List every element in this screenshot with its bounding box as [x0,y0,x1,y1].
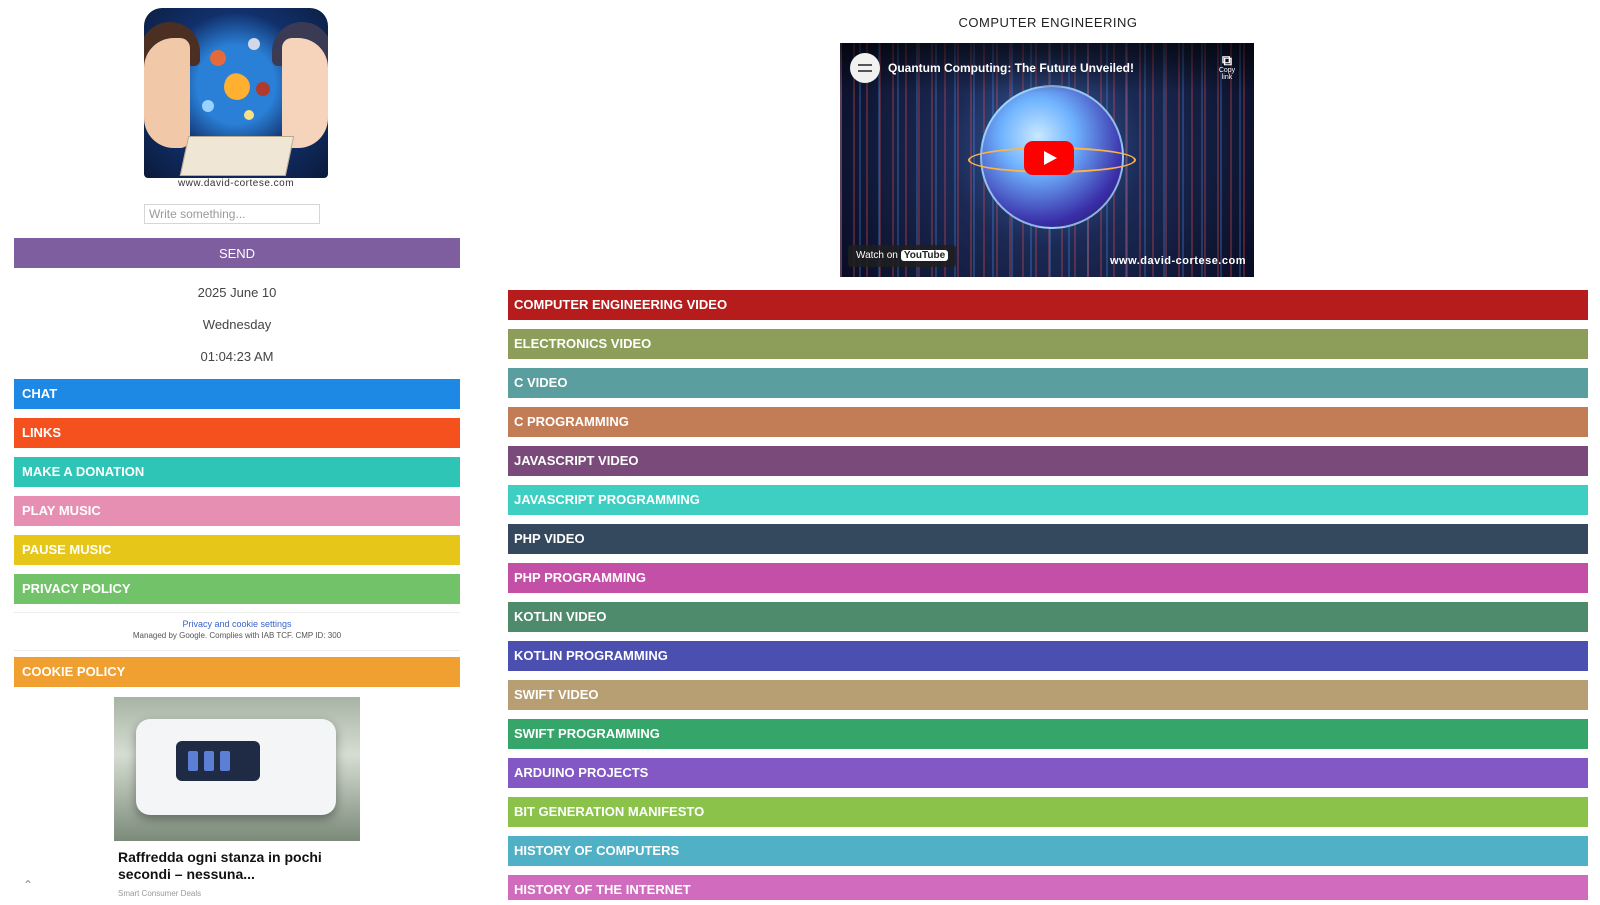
consent-notice: Privacy and cookie settings Managed by G… [14,619,460,640]
play-icon[interactable] [1024,141,1074,175]
chat-button[interactable]: CHAT [14,379,460,409]
youtube-logo-icon: YouTube [900,250,949,261]
swift-programming-button[interactable]: SWIFT PROGRAMMING [508,719,1588,749]
pause-music-button[interactable]: PAUSE MUSIC [14,535,460,565]
privacy-policy-button[interactable]: PRIVACY POLICY [14,574,460,604]
swift-video-button[interactable]: SWIFT VIDEO [508,680,1588,710]
section-title: COMPUTER ENGINEERING [958,15,1138,30]
computer-engineering-video-button[interactable]: COMPUTER ENGINEERING VIDEO [508,290,1588,320]
c-programming-button[interactable]: C PROGRAMMING [508,407,1588,437]
watch-on-youtube-button[interactable]: Watch on YouTube [848,245,957,267]
consent-managed-text: Managed by Google. Complies with IAB TCF… [132,631,342,640]
logo-caption: www.david-cortese.com [177,178,295,189]
php-programming-button[interactable]: PHP PROGRAMMING [508,563,1588,593]
message-input[interactable] [144,204,320,224]
copy-icon: ⧉ [1222,52,1232,68]
ad-source: Smart Consumer Deals [118,889,202,898]
history-of-internet-button[interactable]: HISTORY OF THE INTERNET [508,875,1588,900]
copy-link-label: Copy link [1218,67,1236,81]
divider [14,612,460,613]
current-weekday: Wednesday [202,317,272,332]
play-music-button[interactable]: PLAY MUSIC [14,496,460,526]
video-watermark: www.david-cortese.com [1109,255,1246,267]
video-title[interactable]: Quantum Computing: The Future Unveiled! [888,61,1134,75]
ad-image[interactable] [114,697,360,841]
bit-generation-manifesto-button[interactable]: BIT GENERATION MANIFESTO [508,797,1588,827]
left-column: www.david-cortese.com SEND 2025 June 10 … [14,0,460,900]
c-video-button[interactable]: C VIDEO [508,368,1588,398]
electronics-video-button[interactable]: ELECTRONICS VIDEO [508,329,1588,359]
ad-title[interactable]: Raffredda ogni stanza in pochi secondi –… [118,849,322,882]
arduino-projects-button[interactable]: ARDUINO PROJECTS [508,758,1588,788]
site-logo[interactable] [144,8,328,178]
history-of-computers-button[interactable]: HISTORY OF COMPUTERS [508,836,1588,866]
donation-button[interactable]: MAKE A DONATION [14,457,460,487]
chevron-up-icon[interactable]: ⌃ [22,878,34,892]
cookie-policy-button[interactable]: COOKIE POLICY [14,657,460,687]
kotlin-programming-button[interactable]: KOTLIN PROGRAMMING [508,641,1588,671]
javascript-video-button[interactable]: JAVASCRIPT VIDEO [508,446,1588,476]
send-button[interactable]: SEND [14,238,460,268]
privacy-cookie-settings-link[interactable]: Privacy and cookie settings [182,619,292,629]
copy-link-button[interactable]: ⧉ Copy link [1214,53,1240,81]
current-date: 2025 June 10 [197,285,277,300]
php-video-button[interactable]: PHP VIDEO [508,524,1588,554]
watch-on-label: Watch on [856,250,898,261]
kotlin-video-button[interactable]: KOTLIN VIDEO [508,602,1588,632]
links-button[interactable]: LINKS [14,418,460,448]
channel-avatar-icon[interactable] [850,53,880,83]
video-player[interactable]: Quantum Computing: The Future Unveiled! … [840,43,1254,277]
javascript-programming-button[interactable]: JAVASCRIPT PROGRAMMING [508,485,1588,515]
current-time: 01:04:23 AM [200,349,274,364]
divider [14,650,460,651]
